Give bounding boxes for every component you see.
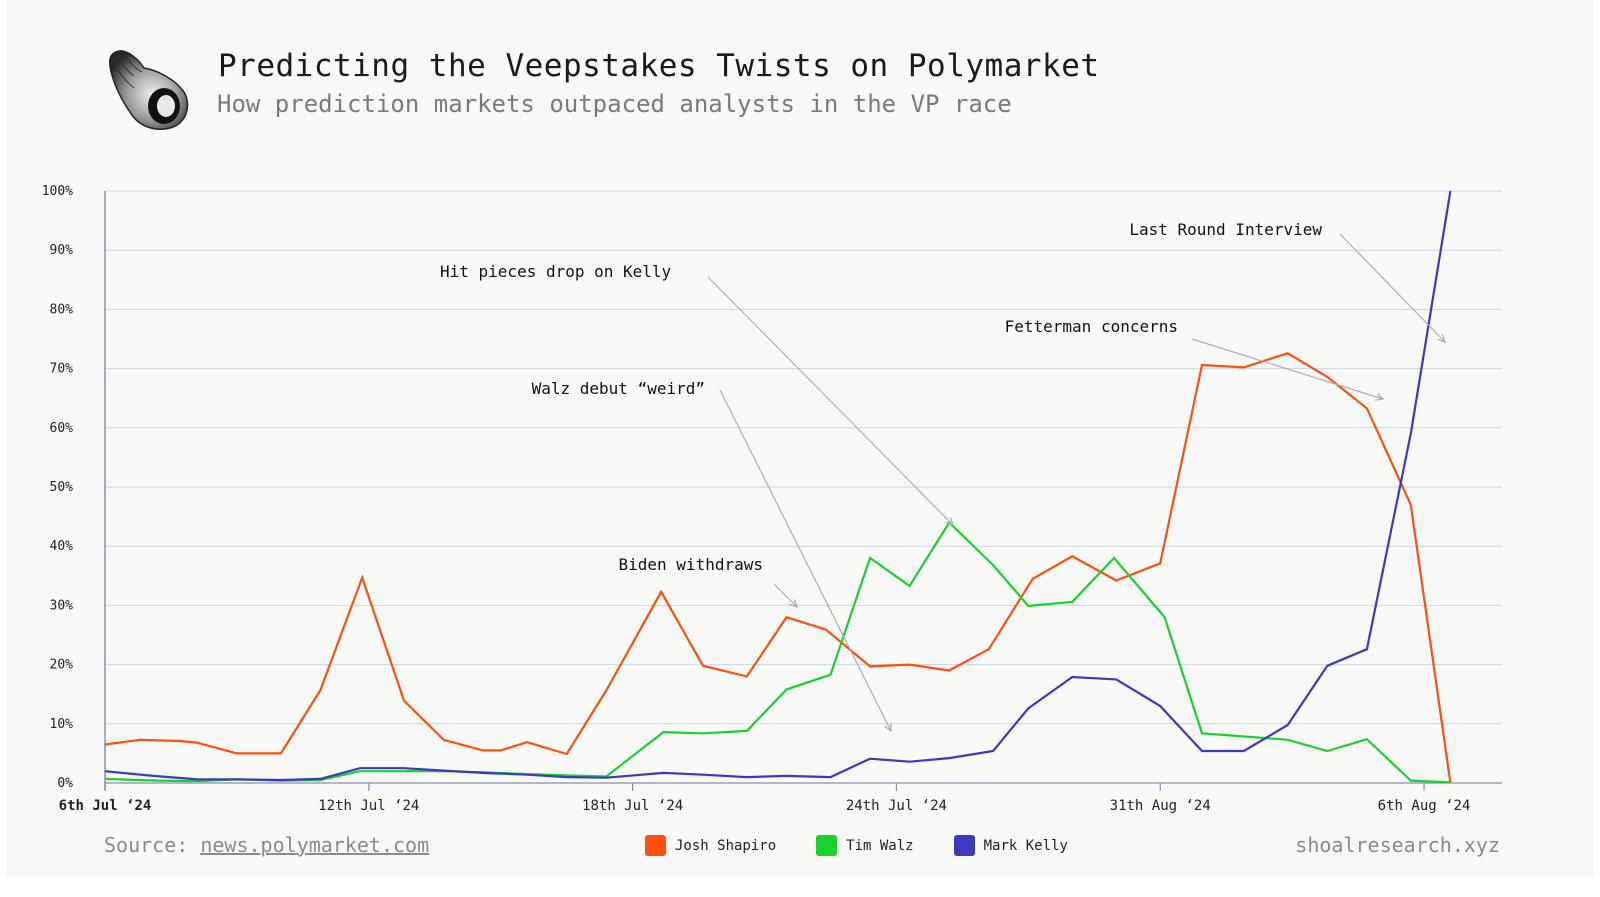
- annotation-arrowhead: [1374, 393, 1385, 401]
- x-tick-label: 18th Jul ‘24: [582, 798, 683, 814]
- chart-title: Predicting the Veepstakes Twists on Poly…: [218, 48, 1100, 84]
- x-tick-label: 6th Jul ‘24: [59, 798, 152, 814]
- annotation-label: Biden withdraws: [619, 555, 764, 574]
- series-line-mark-kelly: [104, 190, 1452, 782]
- annotation-arrow: [773, 583, 798, 608]
- annotation-arrow: [1191, 338, 1384, 400]
- y-axis: 0% 10% 20% 30% 40% 50% 60% 70% 80% 90% 100%: [42, 184, 106, 791]
- annotation-arrow: [719, 389, 892, 732]
- chart-legend: Josh Shapiro Tim Walz Mark Kelly: [645, 835, 1108, 856]
- y-tick-label: 30%: [50, 598, 74, 613]
- x-tick-label: 31th Aug ‘24: [1110, 798, 1211, 814]
- annotation-arrowhead: [884, 722, 892, 733]
- shell-logo-icon: [109, 50, 189, 130]
- annotation-arrowhead: [1437, 334, 1446, 343]
- annotation-label: Hit pieces drop on Kelly: [440, 262, 672, 281]
- x-tick-label: 6th Aug ‘24: [1378, 798, 1471, 814]
- x-axis: 6th Jul ‘24 12th Jul ‘24 18th Jul ‘24 24th …: [59, 782, 1502, 814]
- chart-subtitle: How prediction markets outpaced analysts…: [217, 90, 1012, 118]
- series-lines: [104, 190, 1452, 784]
- legend-item: Josh Shapiro: [645, 835, 776, 856]
- source-link[interactable]: news.polymarket.com: [200, 833, 430, 857]
- y-tick-label: 40%: [50, 539, 74, 554]
- x-tick-label: 24th Jul ‘24: [846, 798, 947, 814]
- annotation-arrowhead: [945, 517, 954, 526]
- chart-card: Predicting the Veepstakes Twists on Poly…: [6, 0, 1594, 877]
- annotation-label: Walz debut “weird”: [532, 379, 705, 398]
- annotation-label: Fetterman concerns: [1005, 317, 1178, 336]
- legend-swatch: [953, 835, 975, 856]
- y-tick-label: 100%: [42, 184, 73, 199]
- y-tick-label: 90%: [50, 243, 74, 258]
- x-tick-label: 12th Jul ‘24: [318, 798, 419, 814]
- y-tick-label: 0%: [57, 776, 73, 791]
- source-note: Source: news.polymarket.com: [104, 833, 429, 857]
- legend-label: Mark Kelly: [983, 837, 1068, 854]
- y-tick-label: 60%: [50, 421, 74, 436]
- y-tick-label: 50%: [50, 480, 74, 495]
- series-line-tim-walz: [104, 520, 1451, 784]
- legend-label: Josh Shapiro: [675, 837, 777, 854]
- y-tick-label: 80%: [50, 302, 74, 317]
- legend-label: Tim Walz: [846, 837, 914, 854]
- legend-item: Mark Kelly: [953, 835, 1068, 856]
- y-tick-label: 20%: [50, 658, 74, 673]
- credit-text: shoalresearch.xyz: [1295, 833, 1500, 857]
- annotations: Hit pieces drop on Kelly Walz debut “weir…: [440, 220, 1446, 733]
- series-line-josh-shapiro: [104, 351, 1452, 784]
- annotation-arrow: [707, 276, 954, 526]
- y-tick-label: 10%: [50, 717, 74, 732]
- y-tick-label: 70%: [50, 362, 74, 377]
- annotation-label: Last Round Interview: [1129, 220, 1322, 239]
- legend-swatch: [645, 835, 666, 856]
- legend-item: Tim Walz: [816, 835, 914, 856]
- annotation-arrow: [1339, 233, 1446, 343]
- source-label: Source:: [104, 833, 189, 857]
- legend-swatch: [816, 835, 838, 856]
- grid-lines: [105, 190, 1502, 784]
- annotation-arrowhead: [789, 599, 798, 608]
